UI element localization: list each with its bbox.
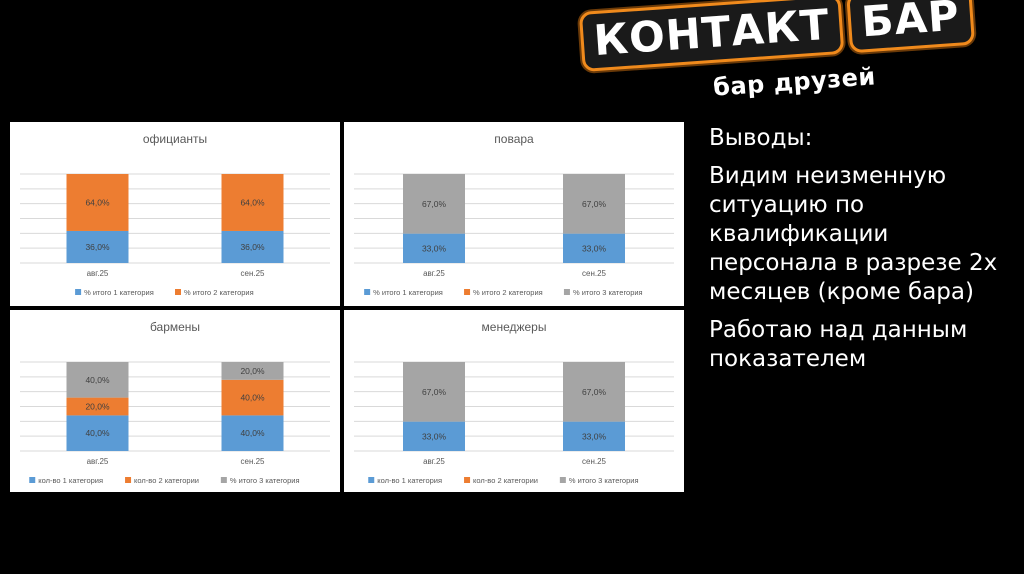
data-label: 67,0%	[422, 387, 447, 397]
legend-label: кол-во 1 категория	[377, 476, 442, 485]
legend-label: % итого 2 категория	[184, 288, 254, 297]
bar-segment	[221, 415, 284, 451]
bar-segment	[403, 174, 465, 234]
bar-segment	[563, 362, 625, 422]
logo-word-bar: БАР	[846, 0, 975, 54]
data-label: 20,0%	[85, 402, 110, 412]
chart-svg: официанты 36,0% 64,0% авг.25 36,0% 64,0% сен.2…	[20, 132, 330, 297]
chart-svg: бармены 40,0% 20,0% 40,0% авг.25 40,0% 40,0% 20…	[20, 320, 330, 485]
data-label: 40,0%	[240, 393, 265, 403]
data-label: 36,0%	[240, 242, 265, 252]
category-label: авг.25	[423, 457, 445, 466]
bar-segment	[563, 233, 625, 263]
data-label: 33,0%	[582, 243, 607, 253]
chart-managers: менеджеры33,0%0,0%67,0%авг.2533,0%0,0%67…	[344, 310, 684, 492]
logo-wordmark: КОНТАКТ БАР	[578, 0, 975, 73]
data-label: 40,0%	[85, 375, 110, 385]
conclusions-heading: Выводы:	[709, 125, 813, 151]
chart-title: официанты	[143, 132, 207, 146]
legend-swatch	[364, 289, 371, 295]
bar-segment	[403, 233, 465, 263]
legend-label: % итого 3 категория	[230, 476, 300, 485]
legend-label: % итого 1 категория	[84, 288, 154, 297]
chart-waiters: официанты 36,0% 64,0% авг.25 36,0% 64,0% сен.2…	[10, 122, 340, 306]
legend-swatch	[559, 477, 566, 483]
legend-label: кол-во 2 категории	[134, 476, 199, 485]
category-label: сен.25	[582, 269, 607, 278]
bar-segment	[221, 379, 284, 416]
legend-label: % итого 2 категория	[473, 288, 543, 297]
data-label: 67,0%	[582, 387, 607, 397]
bar-segment	[563, 174, 625, 234]
category-label: авг.25	[87, 457, 109, 466]
chart-cooks: повара33,0%0,0%67,0%авг.2533,0%0,0%67,0%…	[344, 122, 684, 306]
chart-title: бармены	[150, 320, 200, 334]
data-label: 33,0%	[582, 431, 607, 441]
data-label: 20,0%	[240, 366, 265, 376]
logo-tagline: бар друзей	[712, 62, 877, 102]
conclusions-paragraph-1: Видим неизменную ситуацию по квалификаци…	[709, 163, 998, 305]
bar-segment	[221, 230, 284, 263]
data-label: 67,0%	[582, 199, 607, 209]
chart-title: менеджеры	[482, 320, 547, 334]
data-label: 36,0%	[85, 242, 110, 252]
category-label: сен.25	[241, 269, 266, 278]
bar-segment	[66, 174, 129, 231]
category-label: сен.25	[241, 457, 266, 466]
chart-title: повара	[494, 132, 534, 146]
chart-bartenders: бармены 40,0% 20,0% 40,0% авг.25 40,0% 40,0% 20…	[10, 310, 340, 492]
data-label: 40,0%	[85, 428, 110, 438]
conclusions-block: Выводы: Видим неизменную ситуацию по ква…	[709, 124, 1009, 383]
legend-swatch	[75, 289, 82, 295]
data-label: 64,0%	[85, 197, 110, 207]
category-label: авг.25	[87, 269, 109, 278]
bar-segment	[403, 421, 465, 451]
legend-swatch	[464, 289, 471, 295]
legend-label: % итого 1 категория	[373, 288, 443, 297]
legend-swatch	[563, 289, 570, 295]
legend-swatch	[125, 477, 132, 483]
data-label: 64,0%	[240, 197, 265, 207]
legend-label: % итого 3 категория	[573, 288, 643, 297]
brand-logo: КОНТАКТ БАР бар друзей	[578, 0, 1019, 108]
legend-swatch	[29, 477, 36, 483]
bar-segment	[66, 362, 129, 398]
legend-label: кол-во 2 категории	[473, 476, 538, 485]
charts-panel: официанты 36,0% 64,0% авг.25 36,0% 64,0% сен.2…	[10, 122, 684, 492]
legend-swatch	[368, 477, 375, 483]
data-label: 33,0%	[422, 431, 447, 441]
bar-segment	[66, 397, 129, 416]
bar-segment	[403, 362, 465, 422]
legend-label: % итого 3 категория	[569, 476, 639, 485]
legend-swatch	[220, 477, 227, 483]
chart-svg: менеджеры33,0%0,0%67,0%авг.2533,0%0,0%67…	[354, 320, 674, 485]
bar-segment	[563, 421, 625, 451]
chart-svg: повара33,0%0,0%67,0%авг.2533,0%0,0%67,0%…	[354, 132, 674, 297]
bar-segment	[221, 362, 284, 380]
category-label: сен.25	[582, 457, 607, 466]
legend-swatch	[464, 477, 471, 483]
data-label: 33,0%	[422, 243, 447, 253]
legend-label: кол-во 1 категория	[38, 476, 103, 485]
data-label: 40,0%	[240, 428, 265, 438]
logo-word-kontakt: КОНТАКТ	[578, 0, 845, 73]
conclusions-paragraph-2: Работаю над данным показателем	[709, 317, 968, 372]
bar-segment	[66, 415, 129, 451]
bar-segment	[221, 174, 284, 231]
legend-swatch	[175, 289, 181, 295]
bar-segment	[66, 230, 129, 263]
category-label: авг.25	[423, 269, 445, 278]
data-label: 67,0%	[422, 199, 447, 209]
